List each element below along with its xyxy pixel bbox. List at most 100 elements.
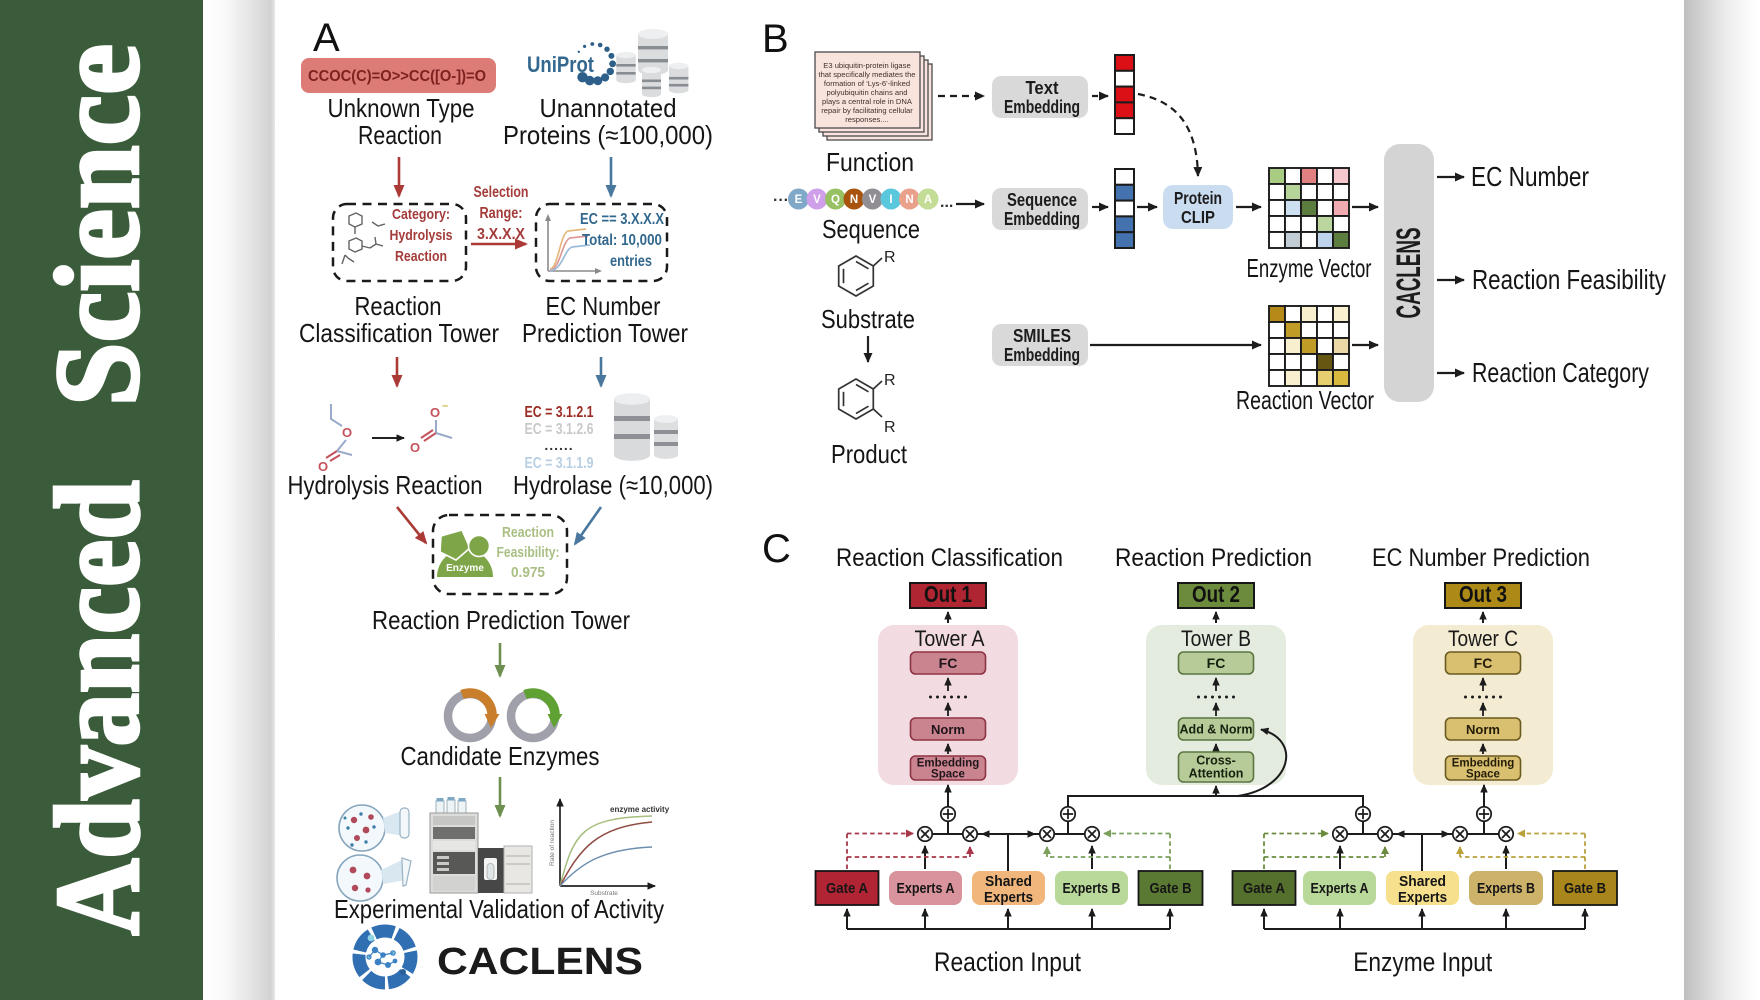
svg-text:N: N xyxy=(850,194,858,206)
svg-text:Embedding: Embedding xyxy=(917,758,980,770)
svg-text:polyubiquitin chains and: polyubiquitin chains and xyxy=(826,88,907,97)
svg-text:Out 1: Out 1 xyxy=(924,581,972,607)
svg-text:EC = 3.1.2.6: EC = 3.1.2.6 xyxy=(525,421,594,438)
svg-text:Unknown Type: Unknown Type xyxy=(328,93,475,123)
svg-text:CLIP: CLIP xyxy=(1181,207,1215,227)
svg-text:EC Number: EC Number xyxy=(546,291,661,321)
svg-text:Out 2: Out 2 xyxy=(1192,581,1240,607)
svg-text:FC: FC xyxy=(939,655,958,671)
svg-text:Reaction: Reaction xyxy=(395,248,447,265)
svg-text:Attention: Attention xyxy=(1189,767,1244,781)
svg-text:E3 ubiquitin-protein ligase: E3 ubiquitin-protein ligase xyxy=(823,61,910,70)
svg-text:CCOC(C)=O>>CC([O-])=O: CCOC(C)=O>>CC([O-])=O xyxy=(308,68,486,85)
svg-text:Advanced: Advanced xyxy=(31,481,164,936)
svg-text:repair by facilitating cellula: repair by facilitating cellular xyxy=(821,106,913,115)
svg-text:Experts A: Experts A xyxy=(1311,880,1369,897)
svg-text:E: E xyxy=(795,194,803,206)
svg-text:Candidate Enzymes: Candidate Enzymes xyxy=(401,741,600,771)
svg-text:Hydrolase (≈10,000): Hydrolase (≈10,000) xyxy=(513,470,713,500)
svg-text:Proteins (≈100,000): Proteins (≈100,000) xyxy=(503,120,713,150)
svg-text:Feasibility:: Feasibility: xyxy=(497,544,560,561)
svg-text:Prediction Tower: Prediction Tower xyxy=(522,318,688,348)
svg-text:Enzyme Input: Enzyme Input xyxy=(1353,947,1492,977)
svg-text:Reaction Feasibility: Reaction Feasibility xyxy=(1472,264,1666,295)
svg-text:Reaction Prediction: Reaction Prediction xyxy=(1115,544,1312,572)
svg-text:R: R xyxy=(884,419,896,436)
svg-text:Selection: Selection xyxy=(474,184,529,201)
svg-text:Cross-: Cross- xyxy=(1196,754,1236,768)
svg-text:Range:: Range: xyxy=(480,205,523,222)
svg-text:Gate A: Gate A xyxy=(1243,880,1285,897)
svg-text:Reaction Vector: Reaction Vector xyxy=(1236,385,1374,415)
svg-text:N: N xyxy=(905,194,913,206)
svg-text:SMILES: SMILES xyxy=(1013,326,1071,346)
svg-text:......: ...... xyxy=(544,437,573,453)
svg-text:Gate B: Gate B xyxy=(1150,880,1192,897)
svg-text:that specifically mediates the: that specifically mediates the xyxy=(818,70,915,79)
svg-text:enzyme activity: enzyme activity xyxy=(610,805,670,814)
svg-text:R: R xyxy=(884,372,896,389)
svg-text:Total: 10,000: Total: 10,000 xyxy=(582,232,662,249)
svg-text:B: B xyxy=(762,17,789,61)
svg-text:R: R xyxy=(884,249,896,266)
svg-text:C: C xyxy=(762,527,791,571)
svg-text:Experts B: Experts B xyxy=(1063,880,1121,897)
svg-text:Sequence: Sequence xyxy=(1007,190,1077,210)
svg-text:Substrate: Substrate xyxy=(590,890,618,897)
svg-text:Norm: Norm xyxy=(1466,722,1500,737)
svg-text:Text: Text xyxy=(1026,78,1059,98)
svg-text:CACLENS: CACLENS xyxy=(437,941,643,983)
svg-text:Tower A: Tower A xyxy=(915,626,985,651)
svg-text:Space: Space xyxy=(931,769,965,781)
svg-text:Out 3: Out 3 xyxy=(1459,581,1507,607)
svg-text:Protein: Protein xyxy=(1174,188,1222,208)
svg-text:I: I xyxy=(889,194,892,206)
svg-text:Experimental Validation of Act: Experimental Validation of Activity xyxy=(334,894,664,924)
svg-text:plays a central role in DNA: plays a central role in DNA xyxy=(822,97,913,106)
svg-text:O: O xyxy=(410,440,420,455)
svg-text:Tower C: Tower C xyxy=(1448,626,1518,651)
svg-text:Hydrolysis Reaction: Hydrolysis Reaction xyxy=(288,470,483,500)
svg-text:V: V xyxy=(869,194,877,206)
svg-text:Tower B: Tower B xyxy=(1181,626,1251,651)
svg-text:Enzyme: Enzyme xyxy=(446,563,484,574)
svg-text:Norm: Norm xyxy=(931,722,965,737)
svg-text:Category:: Category: xyxy=(392,206,450,223)
svg-text:Embedding: Embedding xyxy=(1004,97,1080,117)
svg-text:Rate of reaction: Rate of reaction xyxy=(549,820,556,866)
svg-text:Substrate: Substrate xyxy=(821,304,915,334)
svg-text:A: A xyxy=(924,194,932,206)
svg-text:Classification Tower: Classification Tower xyxy=(299,318,499,348)
svg-text:V: V xyxy=(813,194,821,206)
svg-text:···: ··· xyxy=(773,192,789,209)
svg-text:Sequence: Sequence xyxy=(822,214,920,244)
svg-text:Reaction Classification: Reaction Classification xyxy=(836,544,1063,572)
svg-text:EC == 3.X.X.X: EC == 3.X.X.X xyxy=(580,211,665,228)
svg-text:Reaction: Reaction xyxy=(358,120,442,150)
svg-text:Gate B: Gate B xyxy=(1564,880,1606,897)
svg-text:Shared: Shared xyxy=(1399,873,1446,890)
svg-text:formation of ‘Lys-6’-linked: formation of ‘Lys-6’-linked xyxy=(824,79,910,88)
svg-text:entries: entries xyxy=(610,253,652,270)
svg-text:Experts: Experts xyxy=(984,889,1033,906)
svg-text:Gate A: Gate A xyxy=(826,880,868,897)
svg-text:Product: Product xyxy=(831,439,908,469)
svg-text:O: O xyxy=(318,459,328,474)
svg-text:...: ... xyxy=(940,194,953,211)
svg-text:FC: FC xyxy=(1207,655,1226,671)
svg-text:O: O xyxy=(430,405,440,420)
svg-text:responses....: responses.... xyxy=(845,115,888,124)
svg-text:Enzyme Vector: Enzyme Vector xyxy=(1247,253,1372,283)
svg-text:3.X.X.X: 3.X.X.X xyxy=(477,226,526,243)
svg-text:Space: Space xyxy=(1466,769,1500,781)
svg-text:–: – xyxy=(442,400,448,412)
svg-text:Reaction: Reaction xyxy=(502,524,554,541)
svg-text:Function: Function xyxy=(826,147,914,177)
svg-text:Hydrolysis: Hydrolysis xyxy=(390,227,453,244)
svg-text:EC = 3.1.1.9: EC = 3.1.1.9 xyxy=(525,455,594,472)
svg-text:Q: Q xyxy=(831,194,840,206)
svg-text:Experts B: Experts B xyxy=(1477,880,1535,897)
svg-text:Embedding: Embedding xyxy=(1452,758,1515,770)
svg-text:Reaction Prediction Tower: Reaction Prediction Tower xyxy=(372,605,630,635)
svg-text:Reaction Input: Reaction Input xyxy=(934,947,1081,977)
